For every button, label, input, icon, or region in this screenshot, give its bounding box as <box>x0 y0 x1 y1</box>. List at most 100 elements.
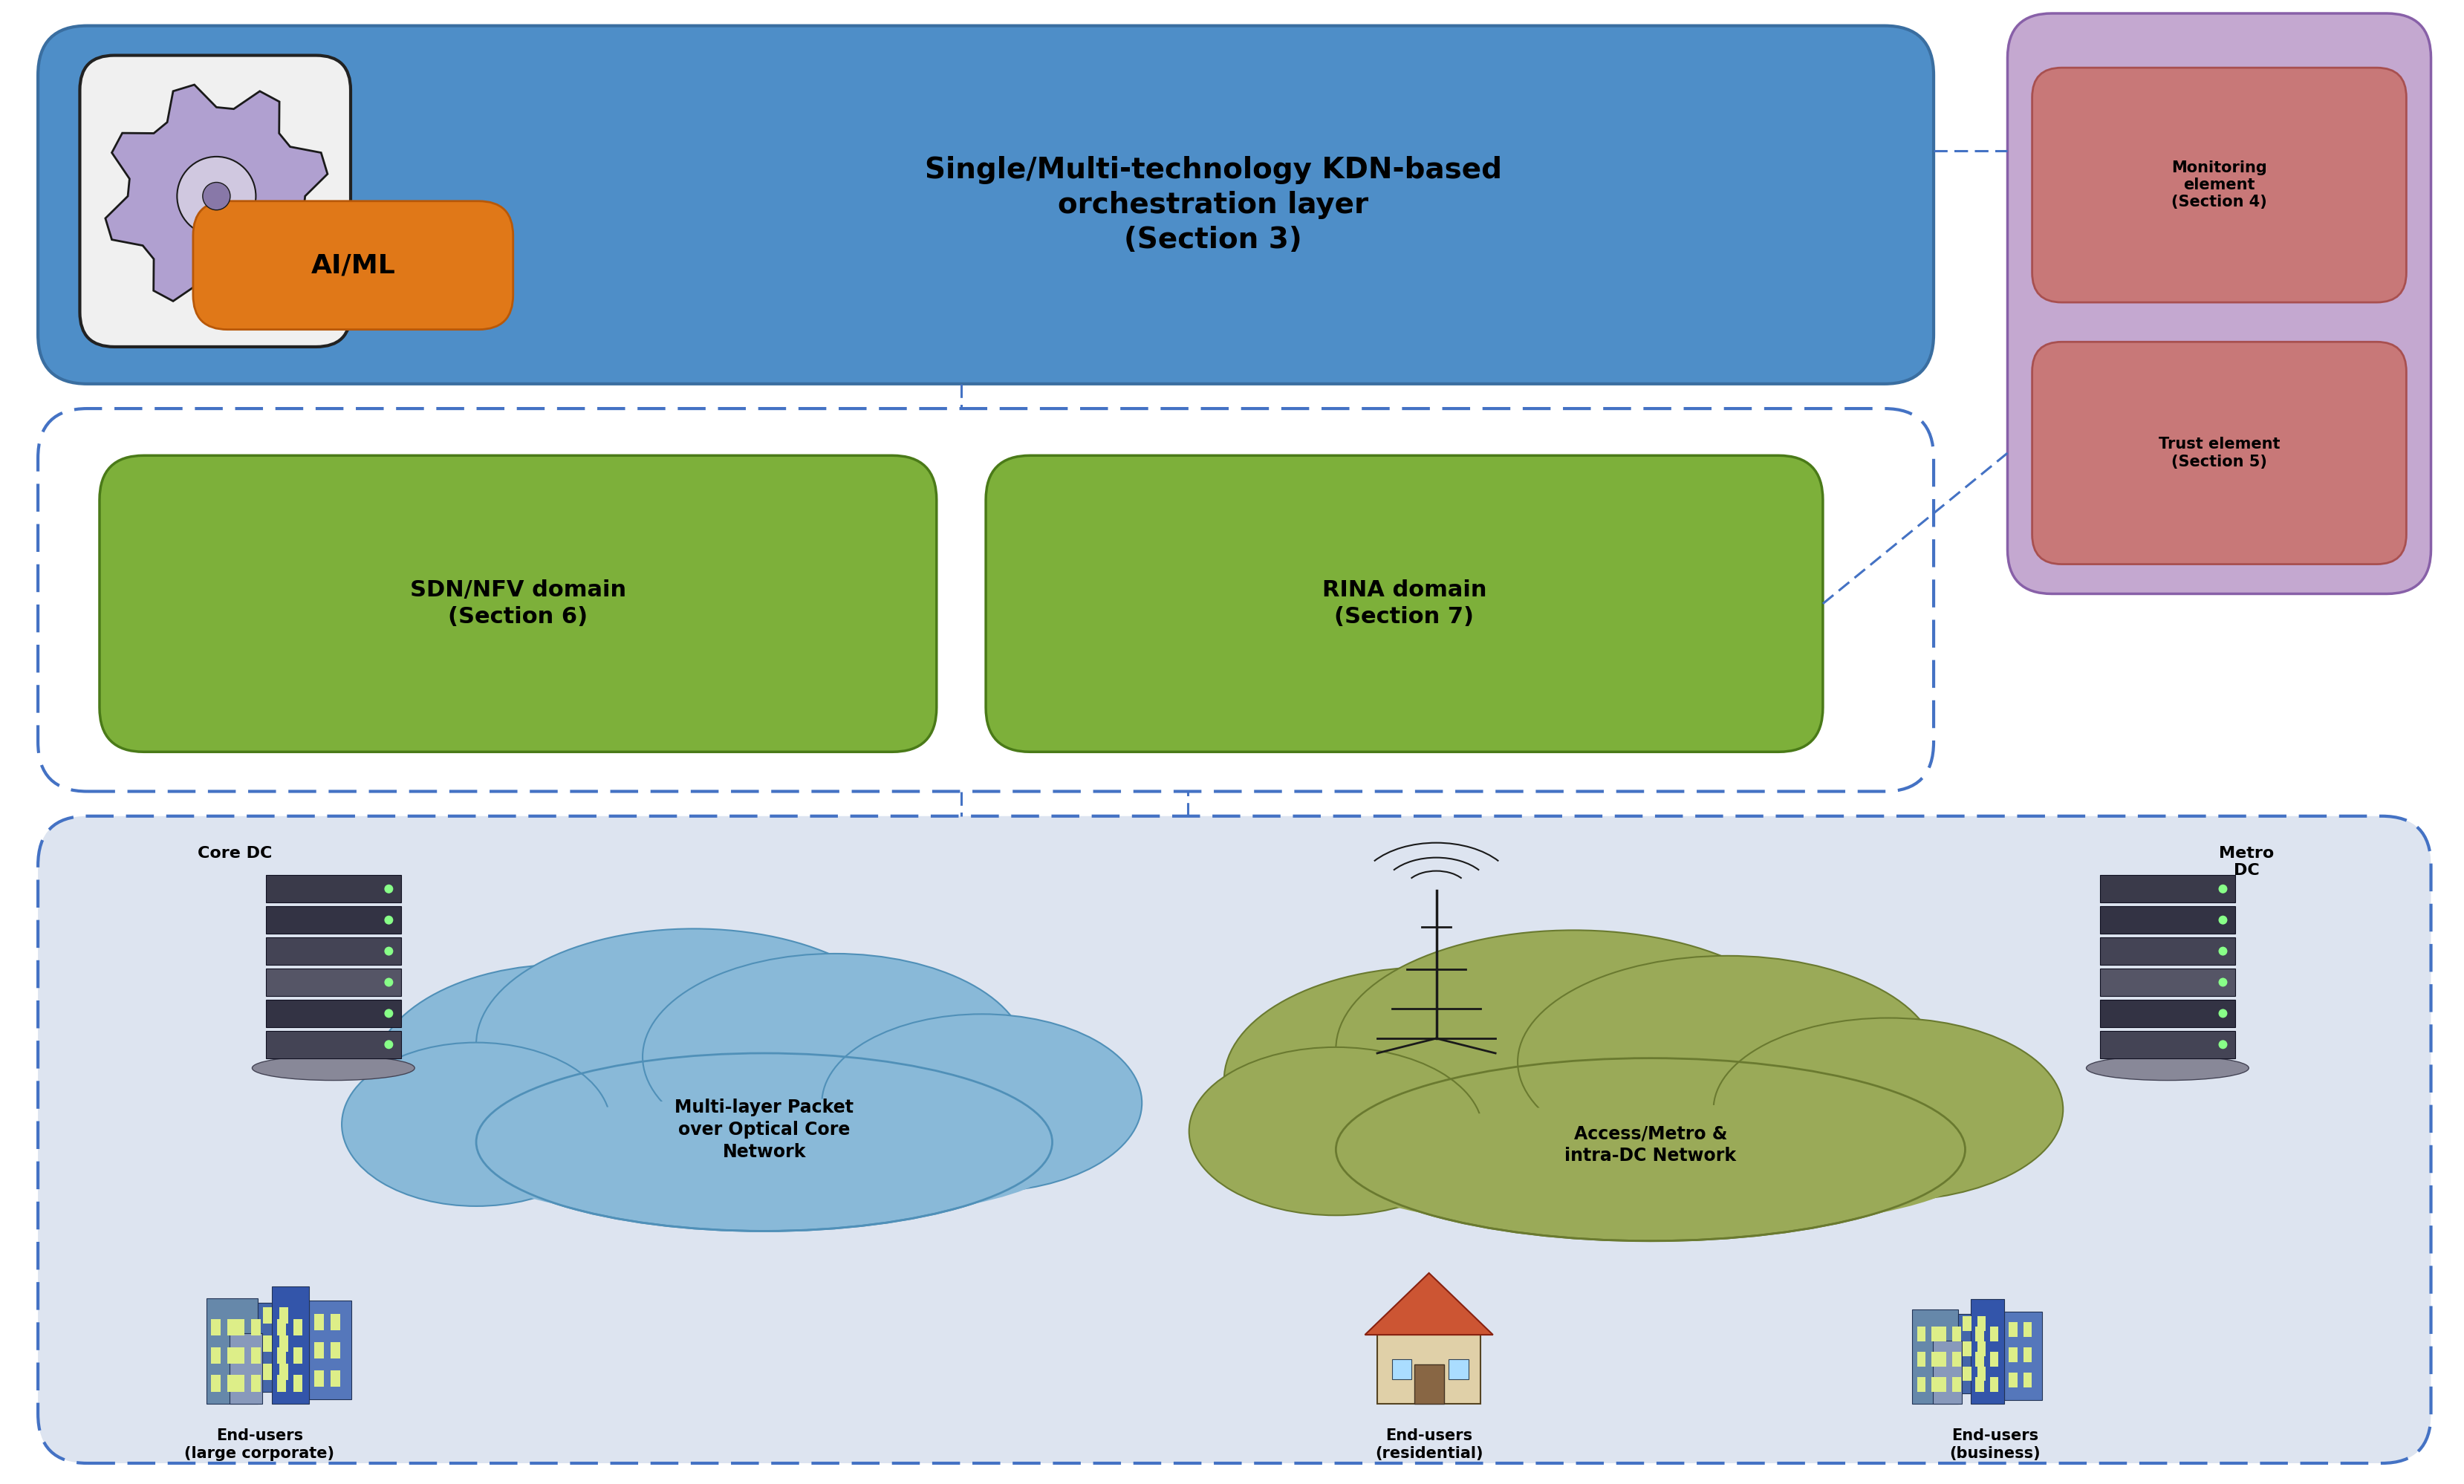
Bar <box>2099 876 2235 902</box>
Ellipse shape <box>342 1043 611 1206</box>
Polygon shape <box>106 85 328 307</box>
Circle shape <box>177 157 256 236</box>
Bar <box>293 1347 303 1364</box>
Bar <box>293 1376 303 1392</box>
Bar <box>1971 1298 2003 1404</box>
Ellipse shape <box>476 1054 1052 1232</box>
Text: End-users
(large corporate): End-users (large corporate) <box>185 1429 335 1460</box>
Bar <box>227 1347 237 1364</box>
Bar <box>266 1031 402 1058</box>
Bar <box>1932 1377 1939 1392</box>
Ellipse shape <box>1328 1104 1974 1232</box>
Ellipse shape <box>1335 930 1811 1168</box>
Bar <box>251 1319 261 1336</box>
Bar <box>278 1364 288 1380</box>
FancyBboxPatch shape <box>79 55 350 347</box>
Bar <box>1932 1352 1939 1367</box>
Bar <box>1937 1352 1947 1367</box>
Bar <box>1991 1352 1998 1367</box>
Text: Metro
DC: Metro DC <box>2218 846 2274 879</box>
Bar <box>212 1376 222 1392</box>
Bar <box>229 1334 264 1404</box>
Bar <box>276 1319 286 1336</box>
Circle shape <box>2218 916 2227 925</box>
Text: Core DC: Core DC <box>197 846 271 861</box>
Ellipse shape <box>251 1055 414 1080</box>
Bar <box>266 938 402 965</box>
Circle shape <box>2218 978 2227 987</box>
Bar <box>2008 1373 2018 1388</box>
Bar <box>276 1376 286 1392</box>
Bar <box>2008 1347 2018 1362</box>
Bar <box>278 1336 288 1352</box>
FancyBboxPatch shape <box>2008 13 2432 594</box>
Bar <box>330 1343 340 1359</box>
Bar <box>1979 1367 1986 1382</box>
Ellipse shape <box>1518 956 1937 1168</box>
FancyBboxPatch shape <box>192 202 513 329</box>
Ellipse shape <box>2087 1055 2250 1080</box>
Bar <box>207 1298 259 1404</box>
Text: Multi-layer Packet
over Optical Core
Network: Multi-layer Packet over Optical Core Net… <box>675 1098 853 1160</box>
Bar <box>2023 1347 2033 1362</box>
Bar <box>251 1376 261 1392</box>
FancyBboxPatch shape <box>37 408 1934 791</box>
Ellipse shape <box>1335 1058 1966 1241</box>
Bar <box>1976 1352 1984 1367</box>
Bar <box>212 1347 222 1364</box>
Text: RINA domain
(Section 7): RINA domain (Section 7) <box>1323 580 1486 628</box>
Bar <box>330 1315 340 1331</box>
Text: End-users
(residential): End-users (residential) <box>1375 1429 1483 1460</box>
Bar <box>266 969 402 996</box>
Ellipse shape <box>823 1014 1141 1192</box>
Bar <box>227 1376 237 1392</box>
Bar <box>1976 1327 1984 1342</box>
Polygon shape <box>1365 1273 1493 1334</box>
Bar <box>266 1000 402 1027</box>
FancyBboxPatch shape <box>37 816 2432 1463</box>
FancyBboxPatch shape <box>2033 341 2407 564</box>
FancyBboxPatch shape <box>99 456 936 752</box>
Circle shape <box>384 978 394 987</box>
Bar <box>2003 1312 2043 1399</box>
Circle shape <box>202 183 229 209</box>
Text: End-users
(business): End-users (business) <box>1949 1429 2040 1460</box>
Bar <box>2099 907 2235 933</box>
Text: Cross-layer
manager: Cross-layer manager <box>2163 82 2274 122</box>
FancyBboxPatch shape <box>986 456 1823 752</box>
Bar <box>271 1287 310 1404</box>
Ellipse shape <box>476 929 912 1160</box>
Bar <box>234 1319 244 1336</box>
Bar <box>251 1347 261 1364</box>
Bar <box>1917 1352 1924 1367</box>
Bar <box>2099 1031 2235 1058</box>
Text: Access/Metro &
intra-DC Network: Access/Metro & intra-DC Network <box>1565 1125 1737 1165</box>
Bar <box>1964 1367 1971 1382</box>
Bar <box>1951 1327 1961 1342</box>
Circle shape <box>2218 1040 2227 1049</box>
Text: Trust element
(Section 5): Trust element (Section 5) <box>2158 436 2279 469</box>
Bar <box>234 1376 244 1392</box>
Bar <box>1979 1316 1986 1331</box>
Circle shape <box>2218 947 2227 956</box>
Bar <box>234 1347 244 1364</box>
Bar <box>2008 1322 2018 1337</box>
Bar <box>1964 1316 1971 1331</box>
Ellipse shape <box>1712 1018 2062 1201</box>
Bar <box>266 876 402 902</box>
Ellipse shape <box>643 954 1027 1160</box>
Circle shape <box>384 916 394 925</box>
Text: Monitoring
element
(Section 4): Monitoring element (Section 4) <box>2171 160 2267 209</box>
Bar <box>1991 1377 1998 1392</box>
Bar <box>227 1319 237 1336</box>
Bar <box>2023 1373 2033 1388</box>
Bar <box>2099 969 2235 996</box>
Bar <box>1964 1342 1971 1356</box>
Circle shape <box>384 884 394 893</box>
Ellipse shape <box>1225 966 1643 1193</box>
Circle shape <box>2218 1009 2227 1018</box>
Bar <box>1414 1364 1444 1404</box>
Bar <box>310 1300 352 1399</box>
Bar <box>1959 1313 2001 1393</box>
FancyBboxPatch shape <box>37 25 1934 384</box>
